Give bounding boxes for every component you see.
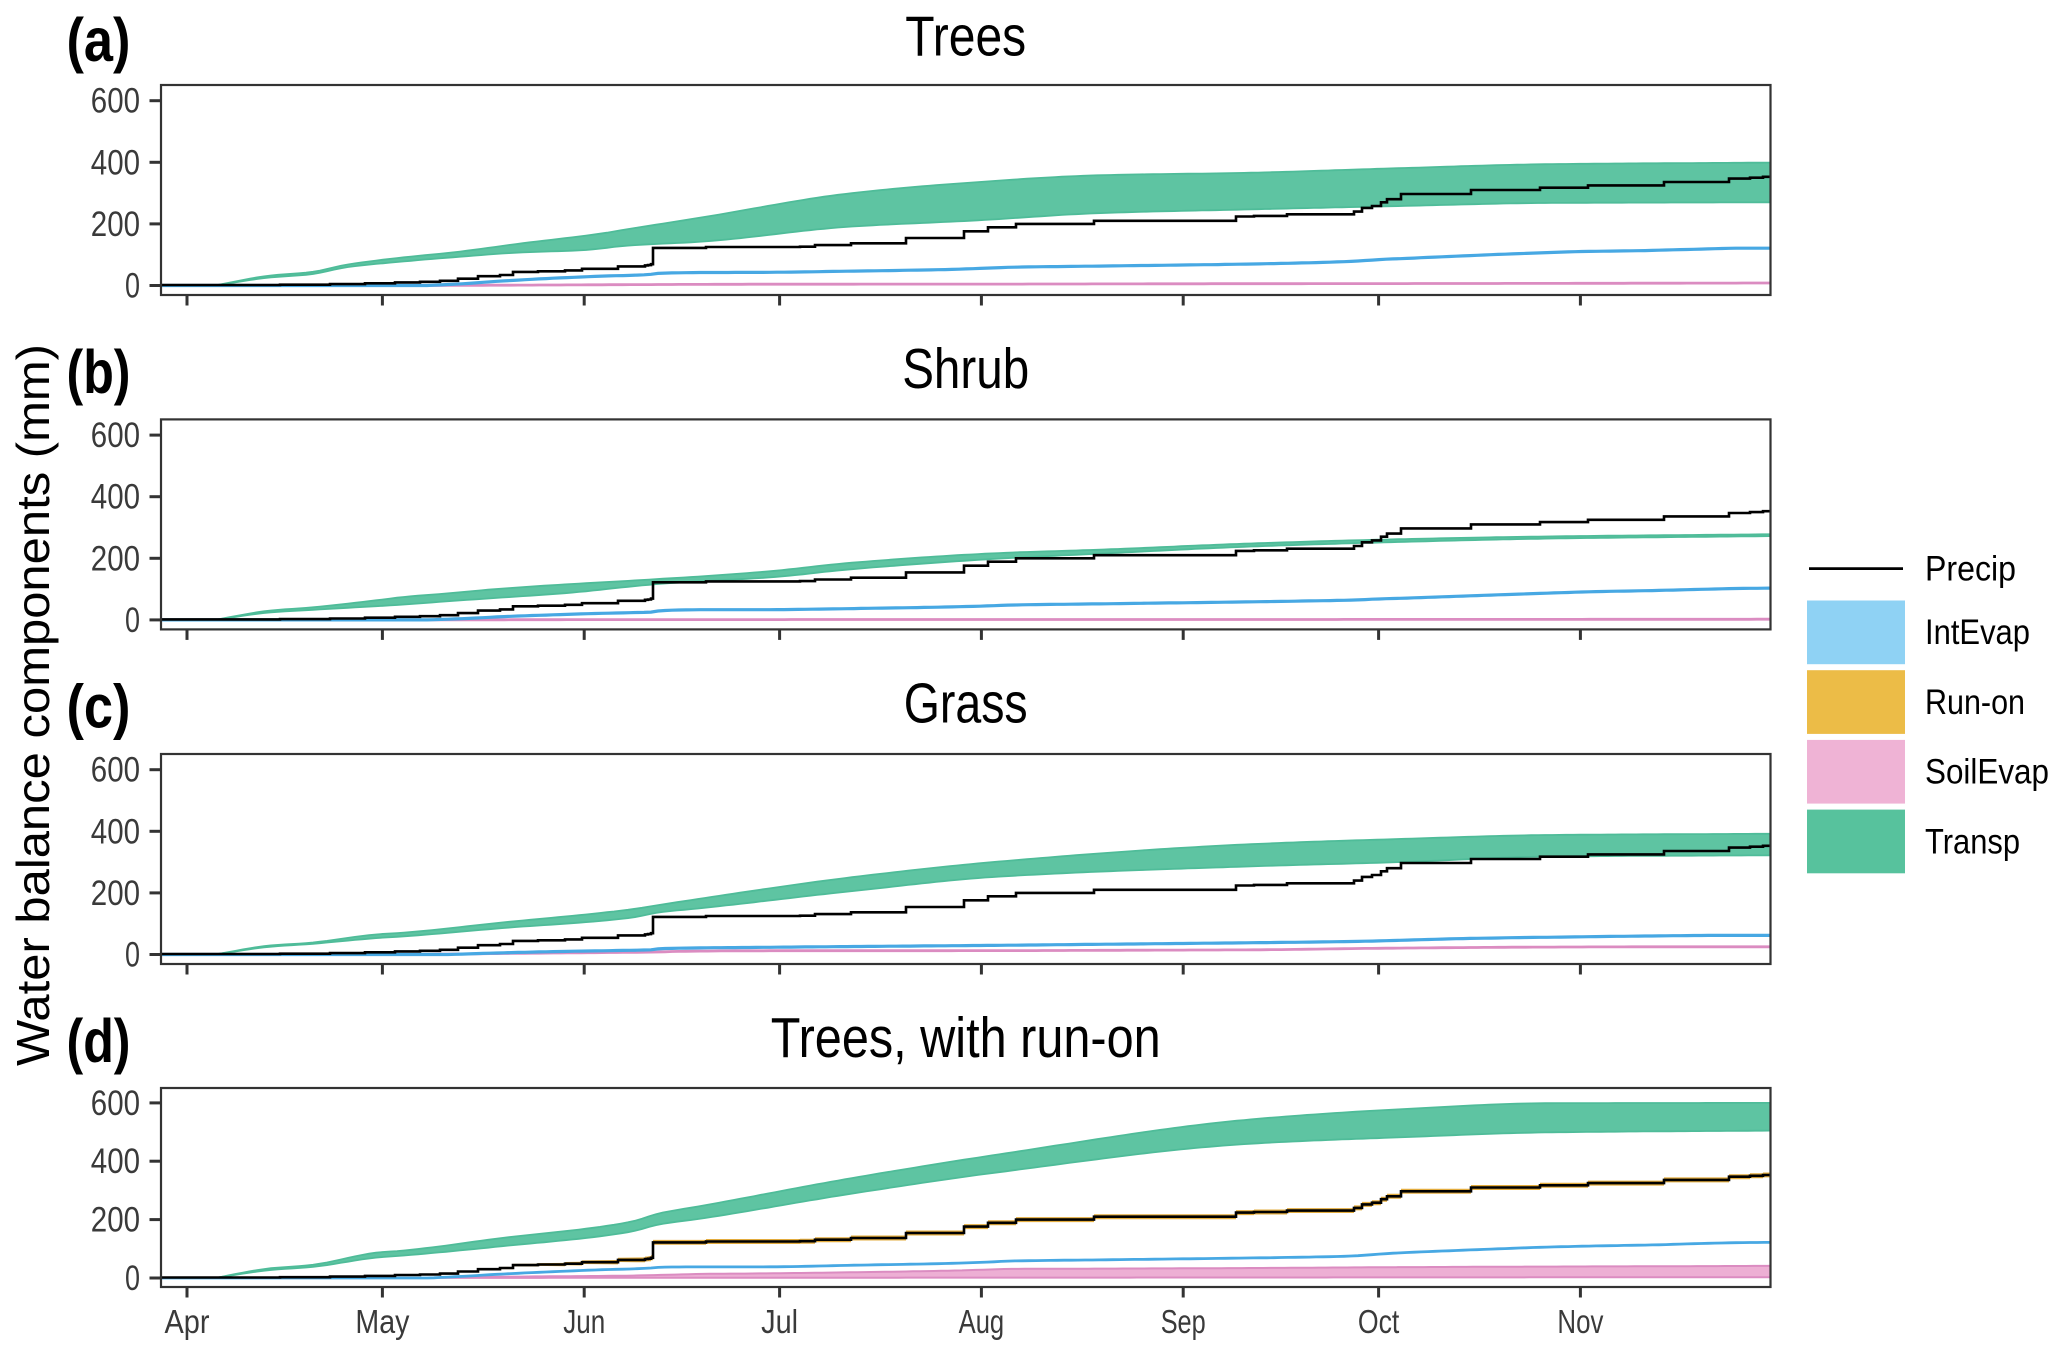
svg-text:(c): (c) [67, 673, 131, 741]
svg-text:Precip: Precip [1925, 550, 2016, 589]
svg-text:(b): (b) [67, 338, 131, 406]
svg-text:(d): (d) [67, 1007, 131, 1075]
svg-text:200: 200 [91, 874, 140, 913]
svg-text:Run-on: Run-on [1925, 683, 2025, 722]
svg-text:Jul: Jul [761, 1303, 798, 1340]
svg-text:Shrub: Shrub [902, 337, 1029, 401]
svg-text:0: 0 [125, 601, 140, 640]
svg-text:200: 200 [91, 1201, 140, 1240]
svg-text:Oct: Oct [1358, 1303, 1400, 1340]
svg-text:200: 200 [91, 539, 140, 578]
svg-text:Apr: Apr [165, 1303, 210, 1340]
svg-text:Grass: Grass [904, 672, 1028, 736]
svg-text:Sep: Sep [1161, 1303, 1206, 1340]
svg-text:400: 400 [91, 478, 140, 517]
svg-text:600: 600 [91, 751, 140, 790]
svg-text:0: 0 [125, 267, 140, 306]
svg-text:600: 600 [91, 1084, 140, 1123]
svg-text:Aug: Aug [959, 1303, 1005, 1340]
svg-text:(a): (a) [67, 6, 131, 74]
svg-text:May: May [355, 1303, 409, 1340]
svg-text:400: 400 [91, 812, 140, 851]
svg-text:IntEvap: IntEvap [1925, 613, 2030, 652]
svg-text:Jun: Jun [563, 1303, 605, 1340]
svg-text:Trees: Trees [905, 5, 1026, 69]
svg-text:Nov: Nov [1557, 1303, 1603, 1340]
svg-text:600: 600 [91, 82, 140, 121]
svg-text:0: 0 [125, 936, 140, 975]
svg-text:200: 200 [91, 205, 140, 244]
svg-text:400: 400 [91, 1142, 140, 1181]
svg-text:600: 600 [91, 416, 140, 455]
svg-text:0: 0 [125, 1259, 140, 1298]
svg-text:Transp: Transp [1925, 822, 2020, 861]
svg-text:Trees, with run-on: Trees, with run-on [771, 1006, 1161, 1070]
svg-text:SoilEvap: SoilEvap [1925, 753, 2049, 792]
svg-text:Water balance components (mm): Water balance components (mm) [7, 344, 59, 1066]
svg-text:400: 400 [91, 143, 140, 182]
